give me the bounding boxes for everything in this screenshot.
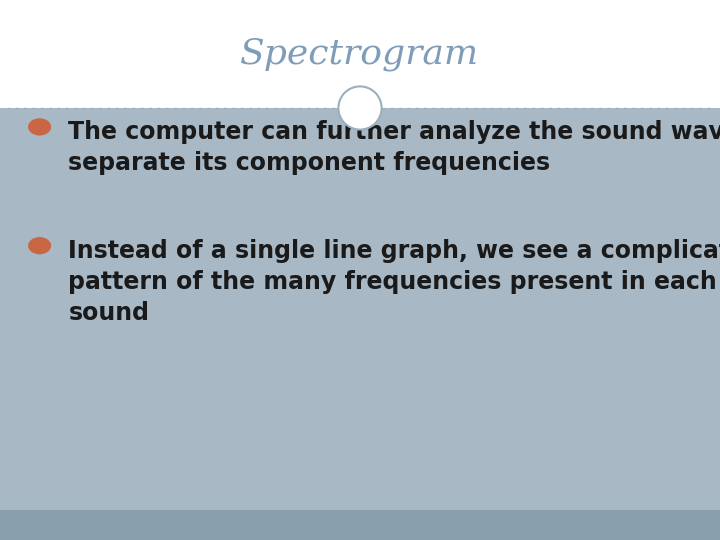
Ellipse shape	[338, 86, 382, 130]
FancyBboxPatch shape	[0, 510, 720, 540]
Text: Instead of a single line graph, we see a complicated
pattern of the many frequen: Instead of a single line graph, we see a…	[68, 239, 720, 325]
Text: Spectrogram: Spectrogram	[240, 37, 480, 71]
Text: The computer can further analyze the sound wave to
separate its component freque: The computer can further analyze the sou…	[68, 120, 720, 175]
Circle shape	[28, 118, 51, 136]
FancyBboxPatch shape	[0, 108, 720, 510]
Circle shape	[28, 237, 51, 254]
FancyBboxPatch shape	[0, 0, 720, 108]
